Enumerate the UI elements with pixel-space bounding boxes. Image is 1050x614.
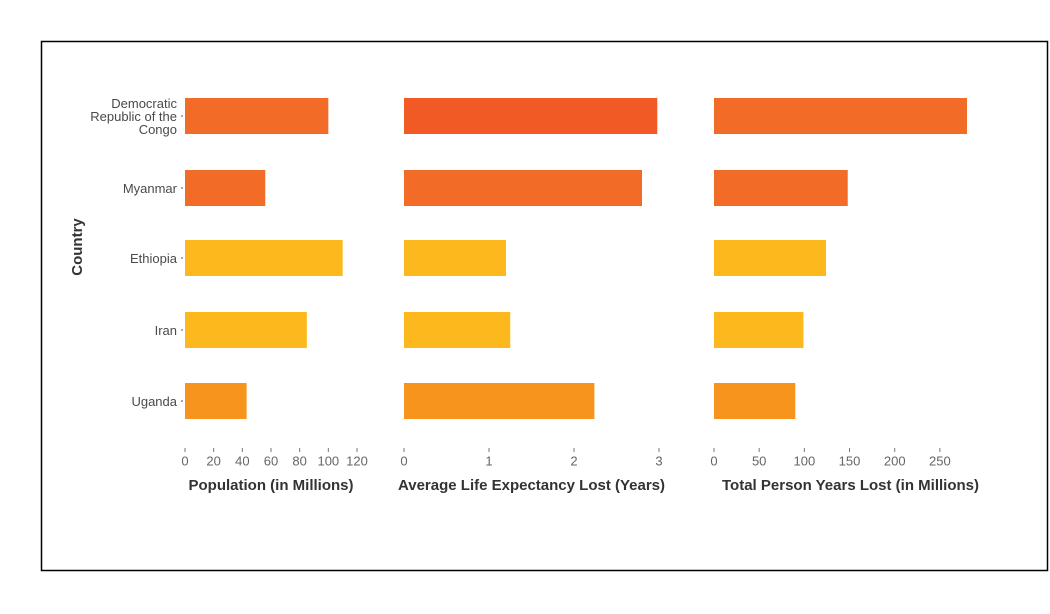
- x-tick-label: 40: [235, 453, 249, 468]
- frame: [40, 40, 1049, 572]
- bar: [714, 383, 796, 419]
- x-axis-title: Total Person Years Lost (in Millions): [722, 477, 979, 494]
- bar: [714, 170, 848, 206]
- category-label: Iran: [154, 322, 177, 338]
- category-label: Ethiopia: [130, 250, 177, 266]
- x-tick-label: 150: [839, 453, 861, 468]
- category-label: Myanmar: [122, 180, 177, 196]
- x-tick-label: 0: [710, 453, 717, 468]
- bar: [185, 170, 266, 206]
- x-tick-label: 100: [317, 453, 339, 468]
- x-tick-label: 200: [884, 453, 906, 468]
- x-axis-title: Population (in Millions): [189, 477, 354, 494]
- x-tick-label: 1: [485, 453, 492, 468]
- bar: [185, 312, 307, 348]
- category-label: Democratic Republic of the Congo: [90, 95, 177, 137]
- x-tick-label: 120: [346, 453, 368, 468]
- bar: [185, 98, 329, 134]
- bar: [404, 240, 506, 276]
- x-tick-label: 3: [655, 453, 662, 468]
- x-tick-label: 80: [292, 453, 306, 468]
- x-tick-label: 100: [794, 453, 816, 468]
- x-tick-label: 50: [752, 453, 766, 468]
- category-label: Uganda: [131, 393, 177, 409]
- bar: [185, 240, 343, 276]
- bar: [404, 170, 642, 206]
- y-axis-title: Country: [69, 218, 86, 276]
- x-tick-label: 60: [264, 453, 278, 468]
- bar: [404, 98, 658, 134]
- x-tick-label: 20: [206, 453, 220, 468]
- bar: [714, 312, 804, 348]
- bar: [714, 98, 967, 134]
- x-tick-label: 0: [181, 453, 188, 468]
- bar: [185, 383, 247, 419]
- x-tick-label: 2: [570, 453, 577, 468]
- bar: [714, 240, 827, 276]
- x-tick-label: 0: [400, 453, 407, 468]
- bar: [404, 312, 511, 348]
- bar: [404, 383, 595, 419]
- x-axis-title: Average Life Expectancy Lost (Years): [398, 477, 665, 494]
- x-tick-label: 250: [929, 453, 951, 468]
